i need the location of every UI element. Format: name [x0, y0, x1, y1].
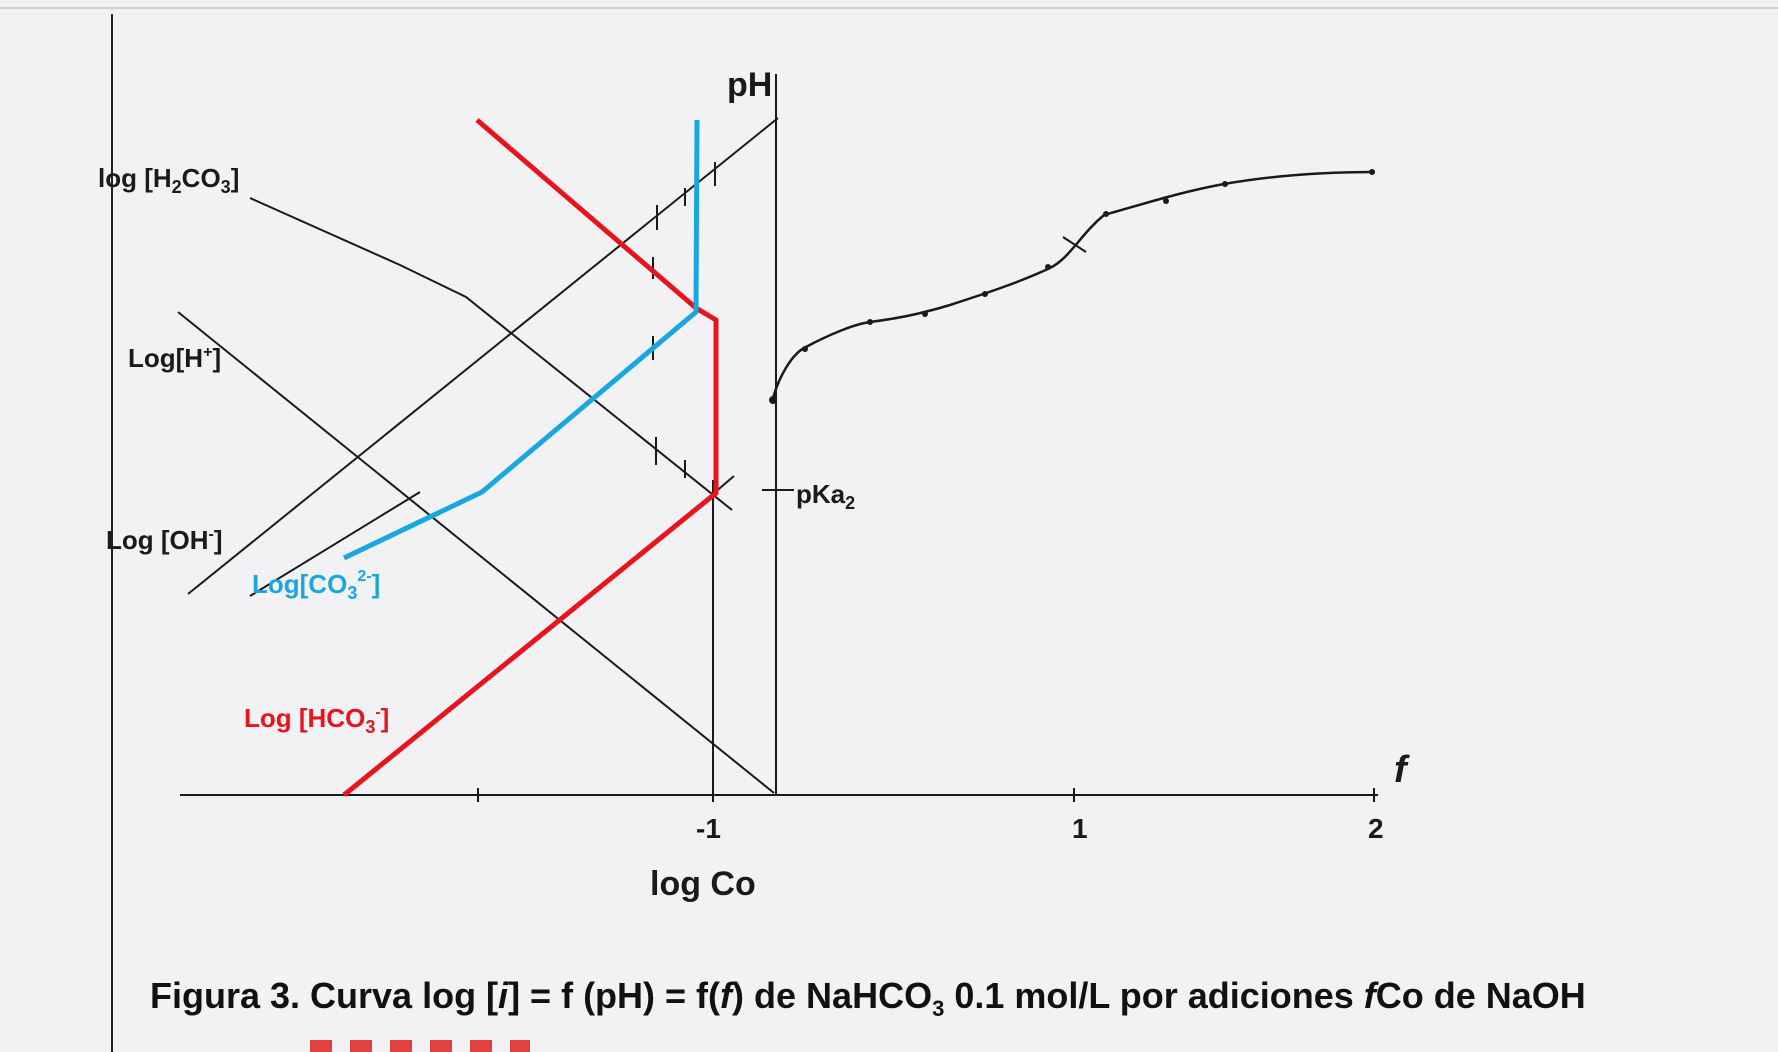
h2co3-line	[249, 197, 733, 511]
co3-black-extension	[249, 491, 421, 597]
oh-minus-label: Log [OH-]	[106, 525, 223, 555]
tick-label-minus-1: -1	[696, 813, 721, 844]
pka2-label: pKa2	[796, 479, 855, 513]
h-plus-label: Log[H+]	[128, 343, 221, 373]
hco3-line	[342, 118, 719, 797]
co3-line	[342, 119, 700, 561]
f-axis-label: f	[1394, 749, 1410, 791]
hco3-label: Log [HCO3-]	[244, 703, 389, 737]
titration-points	[769, 169, 1375, 404]
h-plus-line	[177, 311, 775, 794]
tick-label-2: 2	[1368, 813, 1384, 844]
titration-curve	[771, 170, 1376, 399]
figure-caption: Figura 3. Curva log [i] = f (pH) = f(f) …	[150, 975, 1586, 1022]
co3-label: Log[CO32-]	[252, 568, 380, 603]
tick-label-1: 1	[1072, 813, 1088, 844]
oh-minus-line	[187, 117, 779, 595]
equivalence-mark	[1062, 236, 1087, 253]
x-axis-label: log Co	[650, 865, 756, 903]
ph-axis-label: pH	[727, 66, 772, 104]
cropped-red-text	[310, 1040, 530, 1052]
h2co3-label: log [H2CO3]	[98, 163, 239, 197]
